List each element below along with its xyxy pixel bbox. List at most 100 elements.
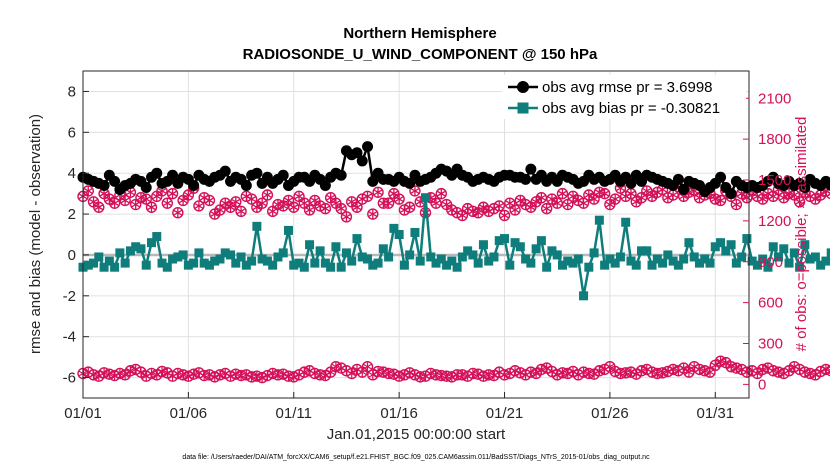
bias-point xyxy=(125,246,135,256)
rmse-point xyxy=(251,167,263,179)
assimilated-obs-point xyxy=(94,202,104,213)
assimilated-obs-point xyxy=(784,188,794,199)
bias-point xyxy=(563,256,573,266)
bias-point xyxy=(710,242,720,252)
rmse-point xyxy=(351,147,363,159)
x-tick-label: 01/26 xyxy=(591,405,629,422)
assimilated-obs-point xyxy=(563,199,573,210)
assimilated-obs-point xyxy=(341,211,352,222)
bias-point xyxy=(552,250,562,260)
bias-point xyxy=(173,252,183,262)
rmse-point xyxy=(367,175,379,187)
bias-point xyxy=(473,258,483,268)
assimilated-obs-point xyxy=(104,194,114,205)
assimilated-obs-point xyxy=(436,188,446,199)
bias-point xyxy=(568,258,578,268)
bias-point xyxy=(320,258,330,268)
rmse-point xyxy=(715,171,727,183)
bias-point xyxy=(289,260,299,270)
bias-point xyxy=(731,258,741,268)
assimilated-obs-point xyxy=(194,200,204,211)
assimilated-obs-point xyxy=(642,185,652,196)
assimilated-obs-point xyxy=(405,202,415,213)
assimilated-obs-point xyxy=(299,198,309,209)
assimilated-obs-point xyxy=(125,187,136,198)
bias-point xyxy=(689,252,699,262)
assimilated-obs-point xyxy=(383,198,394,209)
bias-point xyxy=(347,256,357,266)
assimilated-obs-point xyxy=(178,195,188,206)
rmse-point xyxy=(98,179,110,191)
assimilated-obs-point xyxy=(510,204,520,215)
bias-point xyxy=(94,252,104,262)
assimilated-obs-point xyxy=(373,187,383,198)
bias-point xyxy=(679,254,689,264)
bias-point xyxy=(489,252,499,262)
assimilated-obs-point xyxy=(610,194,620,205)
bias-point xyxy=(668,256,678,266)
assimilated-obs-point xyxy=(605,199,615,210)
bias-point xyxy=(368,260,378,270)
x-tick-label: 01/01 xyxy=(64,405,102,422)
bias-point xyxy=(136,244,146,254)
bias-point xyxy=(463,246,473,256)
assimilated-obs-point xyxy=(362,191,373,202)
bias-point xyxy=(478,240,488,250)
assimilated-obs-point xyxy=(494,200,504,211)
bias-point xyxy=(436,254,446,264)
bias-point xyxy=(716,238,726,248)
chart-title-line2: RADIOSONDE_U_WIND_COMPONENT @ 150 hPa xyxy=(243,46,598,63)
assimilated-obs-point xyxy=(331,198,341,209)
assimilated-obs-point xyxy=(536,192,547,203)
assimilated-obs-point xyxy=(268,206,278,217)
assimilated-obs-point xyxy=(410,185,420,196)
y2-tick-label: 1800 xyxy=(758,131,791,148)
legend-box xyxy=(502,75,746,119)
y-axis-label: rmse and bias (model - observation) xyxy=(27,114,44,354)
bias-point xyxy=(547,246,557,256)
bias-point xyxy=(247,256,257,266)
assimilated-obs-point xyxy=(468,206,478,217)
bias-point xyxy=(273,252,283,262)
assimilated-obs-point xyxy=(336,203,346,214)
assimilated-obs-point xyxy=(547,194,557,205)
rmse-point xyxy=(277,169,289,181)
bias-point xyxy=(647,260,657,270)
assimilated-obs-point xyxy=(499,210,510,221)
bias-point xyxy=(816,260,826,270)
bias-point xyxy=(752,260,762,270)
bias-point xyxy=(700,254,710,264)
bias-point xyxy=(331,242,341,252)
assimilated-obs-point xyxy=(167,188,178,199)
y2-tick-label: 0 xyxy=(758,376,766,393)
assimilated-obs-point xyxy=(146,202,157,213)
bias-point xyxy=(826,248,830,258)
bias-point xyxy=(204,260,214,270)
assimilated-obs-point xyxy=(236,206,246,217)
bias-point xyxy=(89,258,99,268)
bias-point xyxy=(694,258,704,268)
bias-point xyxy=(615,252,625,262)
assimilated-obs-point xyxy=(220,198,230,209)
lower-obs-point xyxy=(704,366,716,378)
assimilated-obs-point xyxy=(789,189,799,200)
bias-point xyxy=(168,254,178,264)
bias-point xyxy=(642,246,652,256)
bias-point xyxy=(189,258,199,268)
assimilated-obs-point xyxy=(347,196,357,207)
y2-tick-label: 1500 xyxy=(758,172,791,189)
assimilated-obs-point xyxy=(310,195,320,206)
bias-point xyxy=(336,262,346,272)
assimilated-obs-point xyxy=(568,191,578,202)
assimilated-obs-point xyxy=(352,202,362,213)
bias-point xyxy=(283,225,293,235)
assimilated-obs-point xyxy=(162,198,172,209)
assimilated-obs-point xyxy=(289,202,299,213)
bias-point xyxy=(658,258,668,268)
bias-point xyxy=(526,258,536,268)
bias-point xyxy=(431,258,441,268)
assimilated-obs-point xyxy=(183,189,194,200)
bias-point xyxy=(637,246,647,256)
assimilated-obs-point xyxy=(141,194,151,205)
rmse-point xyxy=(799,181,811,193)
